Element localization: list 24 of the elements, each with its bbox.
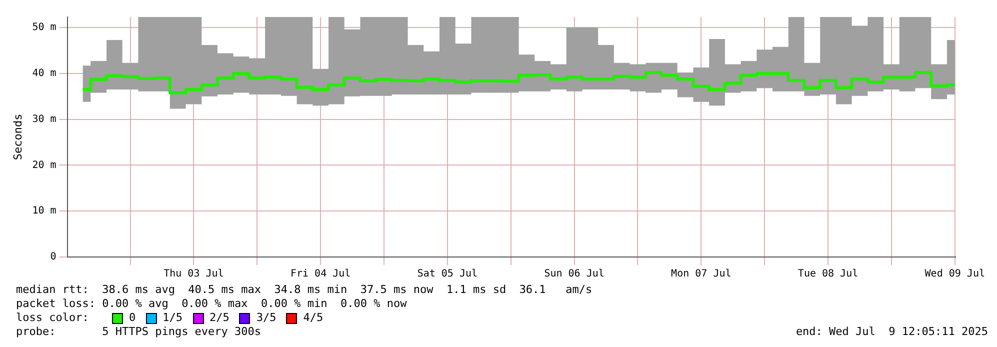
x-tick-label: Thu 03 Jul — [164, 268, 224, 280]
y-axis-title: Seconds — [11, 114, 24, 160]
legend-label: 2/5 — [210, 311, 230, 325]
x-tick-label: Sun 06 Jul — [544, 268, 604, 280]
x-tick-label: Tue 08 Jul — [798, 268, 858, 280]
y-tick-label: 0 — [50, 252, 56, 263]
text: median rtt: 38.6 ms avg 40.5 ms max 34.8 ms min 37.5 ms now 1.1 ms sd 36.1 am/s — [16, 283, 594, 297]
legend-title: loss color: — [16, 311, 90, 325]
legend-label: 0 — [129, 311, 136, 325]
y-tick-label: 50 m — [32, 22, 56, 34]
y-tick-label: 20 m — [32, 160, 56, 171]
y-tick-label: 40 m — [32, 68, 56, 80]
y-tick-label: 30 m — [32, 114, 56, 125]
text: probe: 5 HTTPS pings every 300s — [16, 325, 262, 339]
y-tick-label: 10 m — [32, 206, 56, 217]
x-tick-label: Sat 05 Jul — [417, 268, 478, 280]
legend-label: 3/5 — [256, 311, 276, 325]
x-tick-label: Mon 07 Jul — [671, 268, 732, 280]
legend-label: 1/5 — [162, 311, 182, 325]
text: packet loss: 0.00 % avg 0.00 % max 0.00 % min 0.00 % now — [16, 297, 408, 311]
legend-label: 4/5 — [303, 311, 324, 325]
x-tick-label: Wed 09 Jul — [924, 268, 985, 280]
x-tick-label: Fri 04 Jul — [290, 268, 351, 280]
text: end: Wed Jul 9 12:05:11 2025 — [796, 325, 988, 339]
